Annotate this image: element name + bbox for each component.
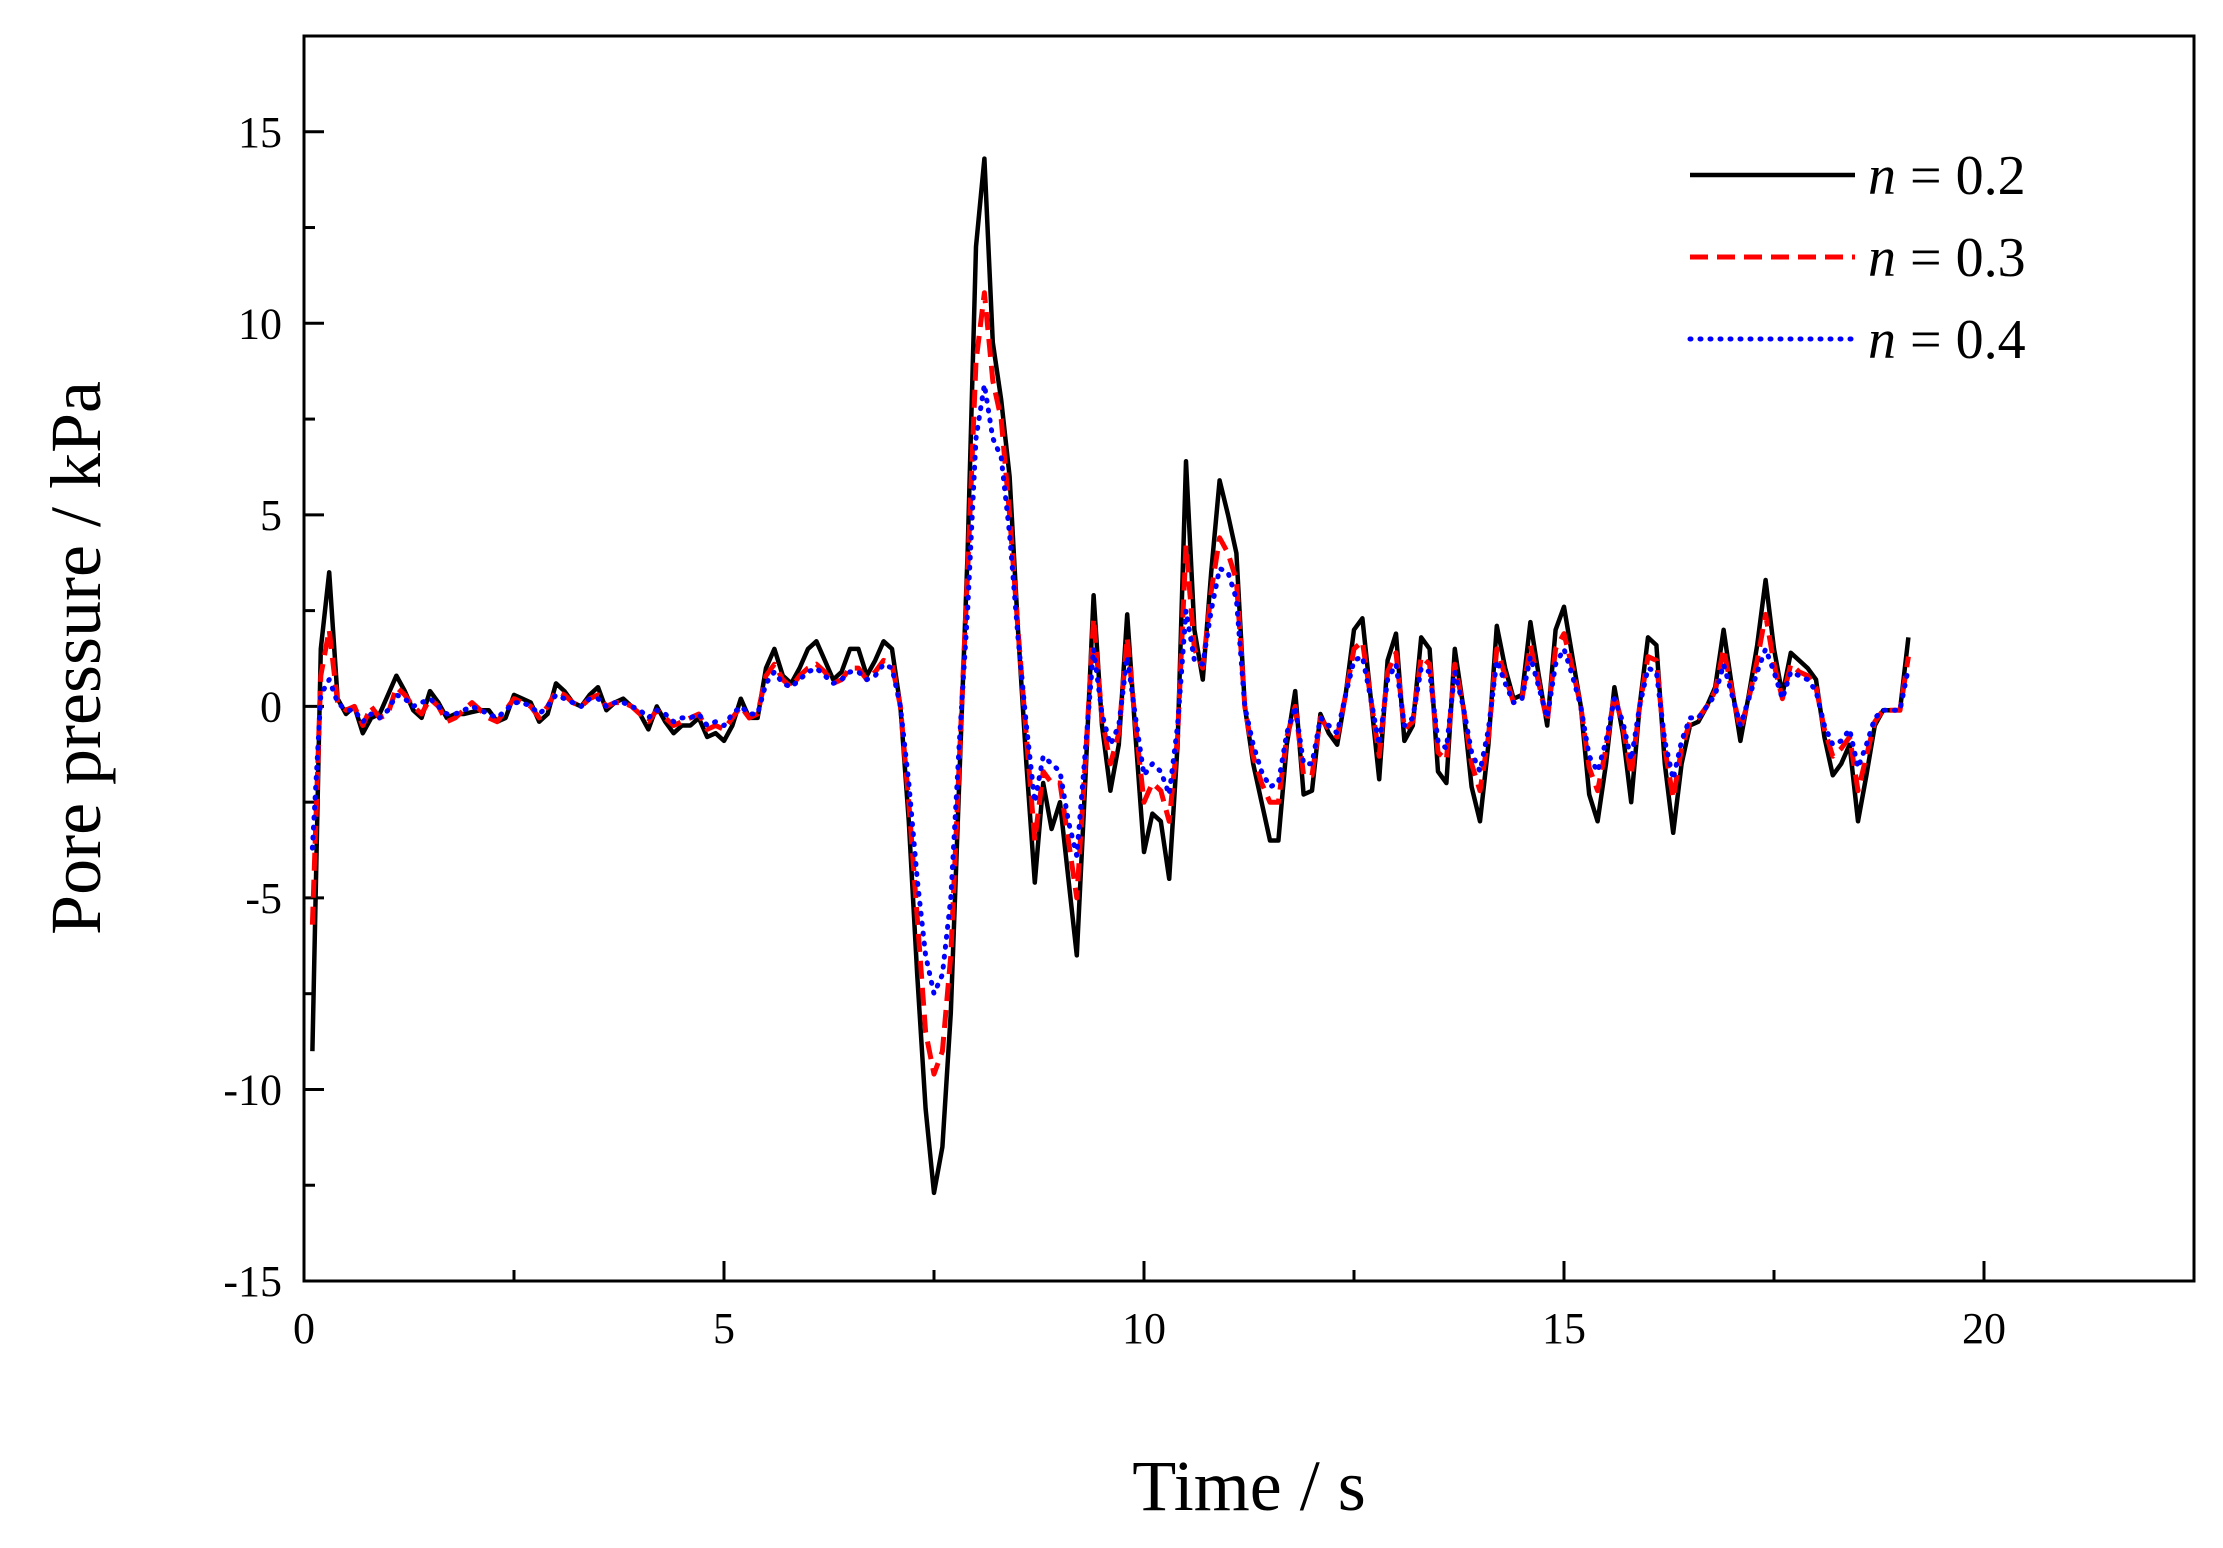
legend: n = 0.2n = 0.3n = 0.4 xyxy=(1687,145,2026,371)
series-line-3 xyxy=(309,382,1911,997)
x-tick-label: 5 xyxy=(713,1304,735,1353)
legend-value: = 0.4 xyxy=(1896,309,2026,371)
y-tick-label: -15 xyxy=(223,1257,282,1306)
y-axis-label: Pore pressure / kPa xyxy=(36,381,116,935)
y-tick-label: -10 xyxy=(223,1065,282,1114)
y-tick-label: -5 xyxy=(245,874,282,923)
plot-frame xyxy=(302,34,2196,1283)
x-axis-ticks: 0 5 10 15 20 xyxy=(293,1261,2196,1353)
x-tick-label: 20 xyxy=(1962,1304,2006,1353)
x-tick-label: 0 xyxy=(293,1304,315,1353)
y-tick-label: 15 xyxy=(238,108,282,157)
legend-variable: n xyxy=(1868,309,1896,371)
y-tick-label: 5 xyxy=(260,491,282,540)
legend-label-2: n = 0.3 xyxy=(1868,227,2026,289)
legend-label-3: n = 0.4 xyxy=(1868,309,2026,371)
y-tick-label: 0 xyxy=(260,682,282,731)
legend-value: = 0.2 xyxy=(1896,145,2026,207)
x-tick-label: 15 xyxy=(1542,1304,1586,1353)
legend-variable: n xyxy=(1868,227,1896,289)
series-layer xyxy=(309,156,1911,1196)
y-tick-label: 10 xyxy=(238,299,282,348)
series-line-2 xyxy=(309,290,1911,1077)
x-axis-label: Time / s xyxy=(1132,1446,1365,1526)
legend-variable: n xyxy=(1868,145,1896,207)
legend-value: = 0.3 xyxy=(1896,227,2026,289)
series-line-1 xyxy=(310,156,1911,1196)
legend-label-1: n = 0.2 xyxy=(1868,145,2026,207)
x-tick-label: 10 xyxy=(1122,1304,1166,1353)
y-axis-ticks: -15 -10 -5 0 5 10 15 xyxy=(223,34,324,1306)
